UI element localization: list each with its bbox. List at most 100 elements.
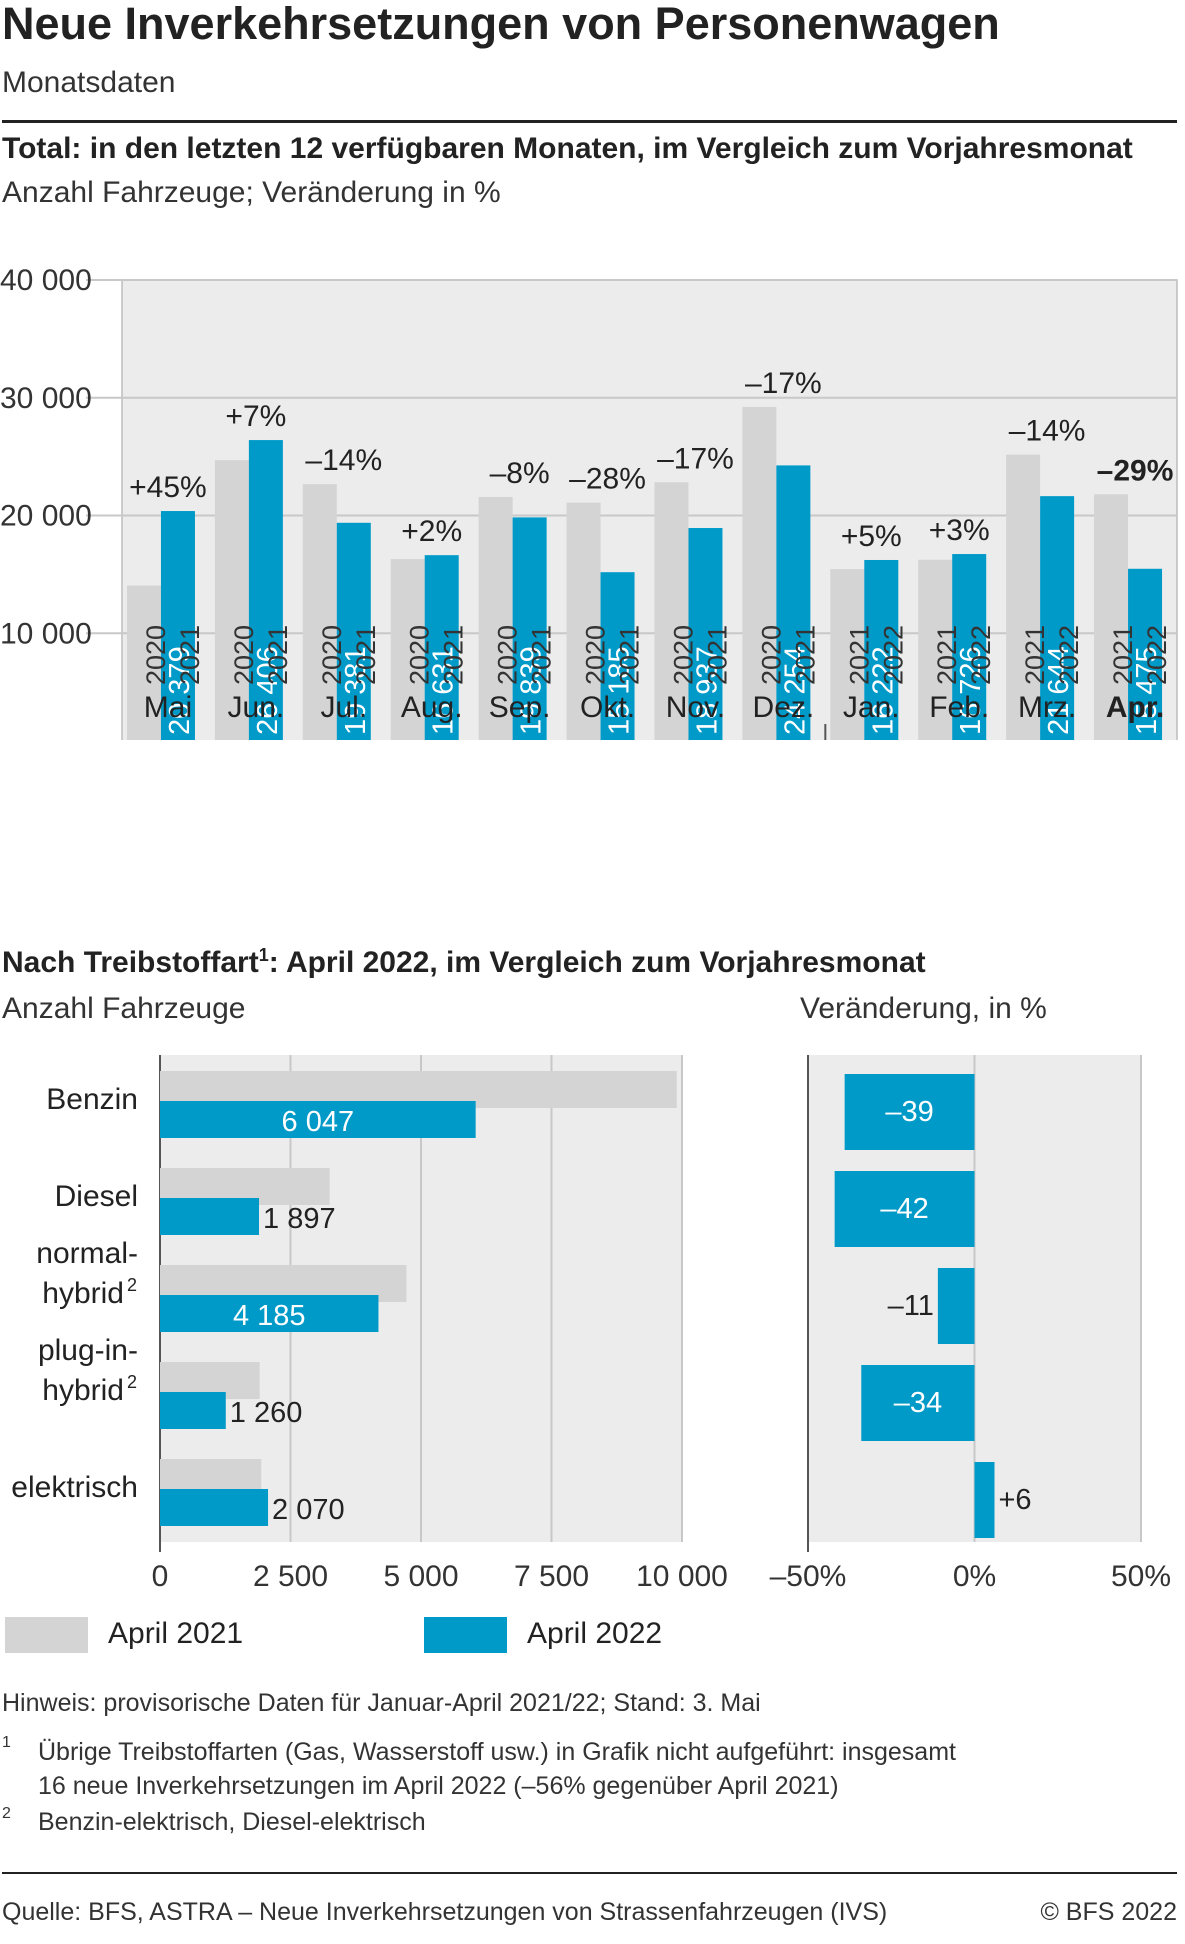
- x-year-label: 2021: [351, 625, 381, 685]
- bar-value-label: 16 631: [428, 646, 460, 735]
- fuel-chart-title-main: Nach Treibstoffart: [2, 946, 259, 979]
- bar-value-label: 19 839: [516, 646, 548, 735]
- change-bar: [834, 1171, 975, 1247]
- legend-label-april-2022: April 2022: [527, 1617, 663, 1650]
- change-bar: [844, 1074, 975, 1150]
- footnote-2-text: Benzin-elektrisch, Diesel-elektrisch: [38, 1808, 426, 1836]
- x-year-label: 2022: [878, 625, 908, 685]
- bar-value-label: 26 406: [252, 646, 284, 735]
- y-tick-label: 20 000: [0, 500, 92, 533]
- bar-april-2022: [160, 1198, 260, 1235]
- bar-previous-year: [654, 482, 689, 740]
- bar-previous-year: [566, 502, 601, 740]
- bar-current-year: [776, 465, 811, 740]
- footnote-1-line-2: 16 neue Inverkehrsetzungen im April 2022…: [38, 1772, 839, 1800]
- y-tick-label: 0: [0, 735, 17, 740]
- y-tick-label: 10 000: [0, 617, 92, 650]
- x-year-label: 2021: [263, 625, 293, 685]
- bar-current-year: [512, 517, 547, 740]
- x-year-label: 2021: [1108, 625, 1138, 685]
- change-value-label: –11: [888, 1290, 934, 1322]
- fuel-category-label: elektrisch: [11, 1471, 138, 1504]
- bar-previous-year: [830, 569, 865, 740]
- bar-value-label: 16 222: [867, 646, 899, 735]
- fuel-change-chart-title: Veränderung, in %: [800, 992, 1047, 1025]
- fuel-category-footnote: 2: [127, 1275, 137, 1295]
- fuel-category-label: hybrid: [42, 1277, 124, 1310]
- x-month-label: Mai: [144, 691, 192, 724]
- bar-april-2022: [160, 1295, 379, 1332]
- change-label: –14%: [305, 444, 382, 477]
- legend-swatch-april-2021: [5, 1617, 88, 1653]
- x-year-label: 2020: [141, 625, 171, 685]
- fuel-category-label: normal-: [36, 1237, 138, 1270]
- change-value-label: –42: [880, 1193, 928, 1225]
- change-label: –8%: [490, 457, 550, 490]
- bar-current-year: [864, 559, 899, 740]
- y-tick-label: 40 000: [0, 264, 92, 297]
- total-chart-title: Total: in den letzten 12 verfügbaren Mon…: [2, 132, 1133, 165]
- fuel-category-label: hybrid: [42, 1374, 124, 1407]
- x-year-label: 2021: [527, 625, 557, 685]
- bar-value-label: 15 185: [604, 646, 636, 735]
- fuel-category-label: Diesel: [55, 1180, 138, 1213]
- x-month-label: Mrz.: [1018, 691, 1076, 724]
- x-month-label: Feb.: [929, 691, 989, 724]
- x-month-label: Jul.: [320, 691, 367, 724]
- x-year-label: 2020: [229, 625, 259, 685]
- x-year-label: 2021: [1020, 625, 1050, 685]
- bar-previous-year: [478, 497, 513, 740]
- x-year-label: 2021: [844, 625, 874, 685]
- fuel-x-tick-label: 7 500: [514, 1560, 589, 1593]
- note-hinweis: Hinweis: provisorische Daten für Januar-…: [2, 1689, 761, 1717]
- x-year-label: 2020: [317, 625, 347, 685]
- change-x-tick-label: 50%: [1111, 1560, 1171, 1593]
- bar-previous-year: [390, 559, 425, 740]
- bar-current-year: [1128, 568, 1163, 740]
- bar-current-year: [248, 440, 283, 740]
- x-year-label: 2022: [1054, 625, 1084, 685]
- x-year-label: 2021: [932, 625, 962, 685]
- bar-current-year: [336, 522, 371, 740]
- bar-previous-year: [302, 484, 337, 740]
- fuel-x-tick-label: 0: [152, 1560, 169, 1593]
- change-bar: [861, 1365, 975, 1441]
- change-label: –14%: [1009, 415, 1086, 448]
- fuel-category-label: Benzin: [46, 1083, 138, 1116]
- fuel-chart-title: Nach Treibstoffart1: April 2022, im Verg…: [2, 945, 926, 980]
- x-year-label: 2022: [1142, 625, 1172, 685]
- page-title: Neue Inverkehrsetzungen von Personenwage…: [2, 0, 1000, 49]
- fuel-category-footnote: 2: [127, 1372, 137, 1392]
- bar-current-year: [1040, 496, 1075, 740]
- copyright: © BFS 2022: [1040, 1898, 1177, 1926]
- x-year-label: 2020: [668, 625, 698, 685]
- fuel-x-tick-label: 5 000: [383, 1560, 458, 1593]
- fuel-bar-charts: 0 2 500 5 000 7 500 10 000 6 047 Benzin 1 897 Di…: [11, 1055, 1171, 1593]
- x-month-label: Nov.: [666, 691, 725, 724]
- x-month-label: Dez.: [753, 691, 815, 724]
- total-chart-subtitle: Anzahl Fahrzeuge; Veränderung in %: [2, 176, 501, 209]
- footnote-2-mark: 2: [2, 1805, 11, 1822]
- bar-previous-year: [742, 406, 777, 740]
- change-x-tick-label: 0%: [953, 1560, 996, 1593]
- fuel-x-tick-label: 2 500: [253, 1560, 328, 1593]
- change-value-label: –39: [885, 1096, 933, 1128]
- change-label: +2%: [401, 515, 462, 548]
- bar-value-label: 24 254: [779, 646, 811, 735]
- x-year-label: 2021: [702, 625, 732, 685]
- change-label: –28%: [569, 463, 646, 496]
- bar-value-label: 20 379: [164, 646, 196, 735]
- top-divider: [2, 120, 1177, 123]
- x-month-label: Sep.: [489, 691, 551, 724]
- x-month-label: Okt.: [580, 691, 635, 724]
- bar-current-year: [688, 528, 723, 740]
- bar-april-2022: [160, 1489, 269, 1526]
- x-year-label: 2020: [756, 625, 786, 685]
- fuel-chart-subtitle: Anzahl Fahrzeuge: [2, 992, 246, 1025]
- x-year-label: 2021: [615, 625, 645, 685]
- legend-swatch-april-2022: [424, 1617, 507, 1653]
- change-label: +45%: [129, 471, 207, 504]
- bar-current-year: [600, 572, 635, 740]
- bar-previous-year: [918, 559, 953, 740]
- bar-current-year: [952, 554, 987, 740]
